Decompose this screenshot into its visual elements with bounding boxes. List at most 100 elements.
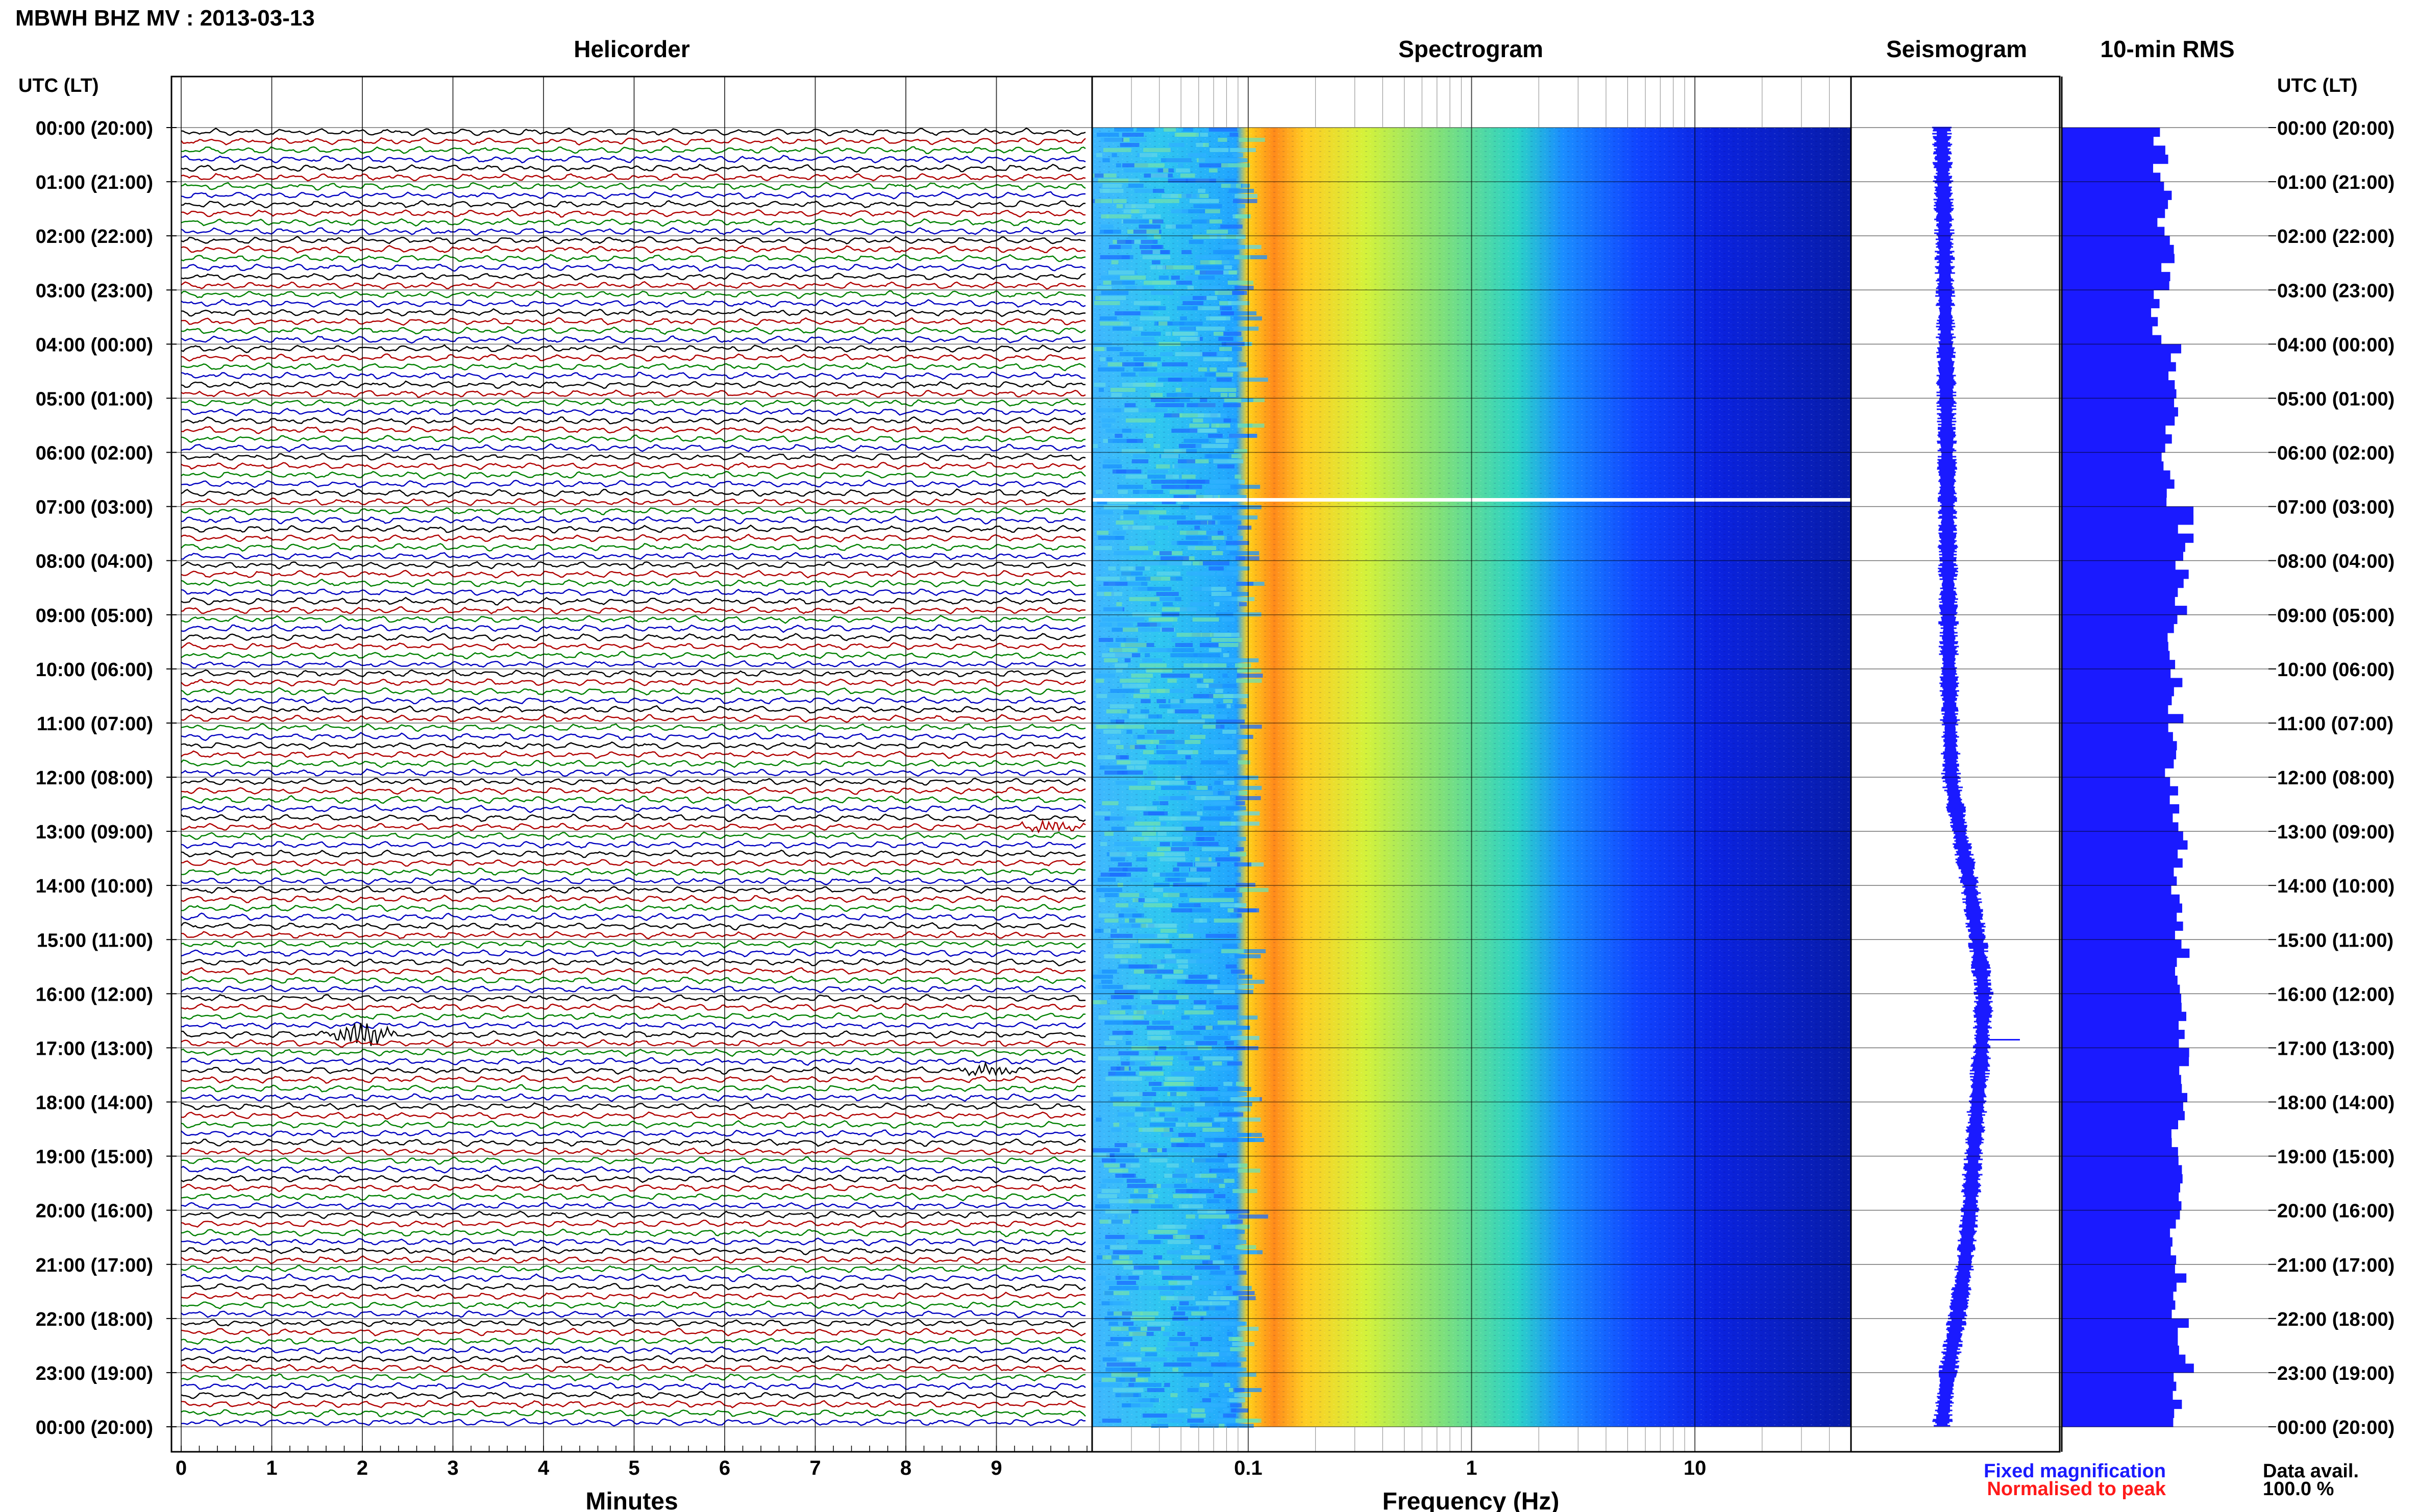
spectrogram-band	[1129, 597, 1160, 601]
spectrogram-band	[1239, 602, 1247, 606]
spectrogram-band	[1186, 485, 1202, 489]
spectrogram-band	[1165, 1077, 1194, 1081]
spectrogram-band	[1132, 490, 1164, 494]
spectrogram-band	[1187, 480, 1205, 484]
spectrogram-band	[1163, 168, 1169, 172]
spectrogram-band	[1181, 194, 1200, 198]
spectrogram-band	[1162, 607, 1187, 611]
spectrogram-band	[1195, 796, 1206, 800]
spectrogram-band	[1179, 1301, 1189, 1305]
spectrogram-band	[1224, 1158, 1231, 1162]
spectrogram-band	[1165, 475, 1179, 479]
spectrogram-band	[1097, 878, 1116, 882]
time-label-right: 20:00 (16:00)	[2277, 1201, 2395, 1222]
spectrogram-band	[1152, 260, 1161, 264]
rms-bar	[2062, 1381, 2177, 1391]
spectrogram-band	[1210, 1143, 1223, 1147]
spectrogram-band	[1109, 1245, 1127, 1249]
helicorder-trace-line	[181, 1084, 1086, 1093]
rms-bar	[2062, 263, 2162, 272]
helicorder-trace-line	[181, 1012, 1085, 1021]
helicorder-trace-line	[181, 488, 1086, 498]
spectrogram-band	[1237, 1245, 1256, 1249]
spectrogram-band	[1125, 418, 1156, 423]
spectrogram-band	[1169, 1031, 1176, 1035]
spectrogram-band	[1110, 857, 1125, 861]
spectrogram-band	[1194, 526, 1200, 530]
spectrogram-band	[1133, 566, 1145, 571]
spectrogram-band	[1116, 1378, 1132, 1382]
rms-bar	[2062, 597, 2175, 606]
spectrogram-band	[1231, 822, 1260, 826]
rms-bar	[2062, 560, 2176, 570]
spectrogram-band	[1112, 1031, 1133, 1035]
spectrogram-band	[1162, 975, 1189, 979]
spectrogram-band	[1164, 1362, 1192, 1367]
spectrogram-band	[1188, 495, 1213, 499]
spectrogram-band	[1166, 959, 1196, 963]
rms-bar	[2062, 1418, 2174, 1427]
spectrogram-band	[1196, 327, 1225, 331]
spectrogram-band	[1190, 867, 1197, 872]
spectrogram-band	[1214, 1118, 1227, 1122]
spectrogram-band	[1238, 980, 1265, 984]
spectrogram-band	[1129, 138, 1147, 142]
spectrogram-band	[1186, 1214, 1195, 1219]
helicorder-trace-line	[181, 1336, 1086, 1346]
spectrogram-band	[1228, 434, 1257, 438]
spectrogram-band	[1228, 393, 1236, 397]
helicorder-x-label: Minutes	[585, 1488, 678, 1512]
spectrogram-band	[1157, 648, 1173, 652]
spectrogram-band	[1159, 801, 1169, 805]
spectrogram-band	[1201, 1337, 1213, 1341]
spectrogram-band	[1122, 1368, 1151, 1372]
spectrogram-band	[1115, 663, 1128, 667]
spectrogram-band	[1212, 1169, 1235, 1173]
spectrogram-band	[1218, 1414, 1226, 1418]
spectrogram-band	[1110, 929, 1117, 933]
spectrogram-band	[1172, 842, 1197, 846]
spectrogram-band	[1180, 316, 1187, 320]
spectrogram-band	[1150, 393, 1163, 397]
spectrogram-band	[1140, 1286, 1170, 1290]
helicorder-trace-line	[181, 1061, 1086, 1077]
spectrogram-band	[1203, 143, 1209, 147]
spectrogram-band	[1240, 949, 1266, 953]
spectrogram-band	[1151, 480, 1179, 484]
spectrogram-band	[1167, 1342, 1195, 1346]
spectrogram-band	[1183, 1373, 1213, 1377]
spectrogram-band	[1106, 214, 1131, 218]
spectrogram-band	[1099, 765, 1127, 770]
spectrogram-band	[1236, 847, 1244, 851]
rms-bar	[2062, 1192, 2179, 1202]
spectrogram-band	[1203, 296, 1218, 300]
spectrogram-band	[1215, 597, 1238, 601]
spectrogram-band	[1216, 520, 1242, 525]
spectrogram-band	[1171, 276, 1180, 280]
spectrogram-band	[1138, 1240, 1161, 1244]
spectrogram-band	[1190, 908, 1211, 912]
spectrogram-band	[1145, 597, 1175, 601]
spectrogram-band	[1158, 704, 1181, 708]
helicorder-trace-line	[181, 1391, 1086, 1400]
time-label-right: 05:00 (01:00)	[2277, 388, 2395, 410]
spectrogram-band	[1201, 714, 1215, 718]
spectrogram-band	[1161, 485, 1189, 489]
time-label-right: 22:00 (18:00)	[2277, 1309, 2395, 1330]
rms-bar	[2062, 696, 2172, 706]
spectrogram-band	[1213, 250, 1240, 254]
spectrogram-band	[1097, 1194, 1117, 1198]
rms-bar	[2062, 1391, 2173, 1400]
spectrogram-band	[1113, 1388, 1144, 1392]
rms-bar	[2062, 479, 2175, 489]
spectrogram-band	[1155, 781, 1184, 785]
minute-tick-label: 8	[900, 1457, 911, 1479]
rms-bar	[2062, 488, 2167, 498]
rms-bar	[2062, 136, 2154, 146]
spectrogram-band	[1216, 1291, 1233, 1295]
spectrogram-band	[1180, 173, 1195, 178]
spectrogram-band	[1147, 730, 1154, 734]
helicorder-trace-line	[181, 939, 1086, 949]
spectrogram-band	[1227, 1061, 1242, 1065]
minute-tick-label: 6	[719, 1457, 730, 1479]
